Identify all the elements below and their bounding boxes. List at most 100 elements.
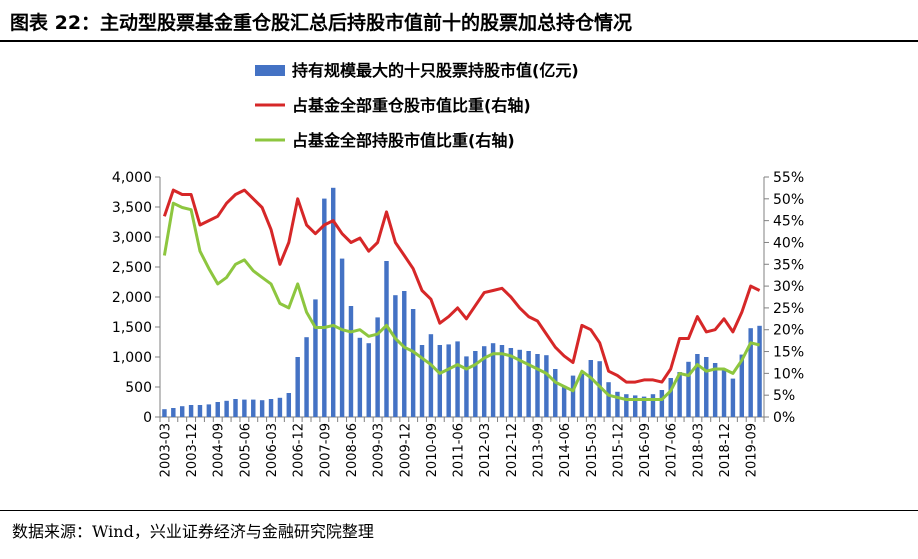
bar	[330, 187, 336, 417]
bar	[597, 361, 602, 417]
bar	[606, 382, 611, 417]
x-tick-label: 2008-06	[345, 423, 360, 477]
right-tick-label: 25%	[773, 301, 804, 317]
bar	[304, 337, 309, 417]
bar	[473, 351, 478, 417]
bar	[508, 348, 514, 417]
bar	[286, 393, 292, 417]
left-tick-label: 3,000	[112, 230, 152, 246]
left-tick-label: 3,500	[112, 200, 152, 216]
bar	[757, 325, 762, 417]
right-tick-label: 30%	[773, 279, 804, 295]
right-tick-label: 45%	[773, 214, 804, 230]
bar	[179, 406, 185, 417]
bar	[428, 334, 434, 417]
x-tick-label: 2006-03	[265, 423, 280, 477]
x-tick-label: 2013-09	[532, 423, 547, 477]
bar	[730, 378, 736, 417]
x-tick-label: 2019-09	[745, 423, 760, 477]
right-tick-label: 55%	[773, 170, 804, 186]
bar	[419, 345, 425, 417]
x-tick-label: 2015-12	[611, 423, 626, 477]
bar	[615, 391, 620, 417]
bar	[268, 399, 274, 417]
left-tick-label: 1,000	[112, 350, 152, 366]
bar	[197, 405, 203, 417]
legend-label-bars: 持有规模最大的十只股票持股市值(亿元)	[292, 61, 579, 80]
left-tick-label: 2,500	[112, 260, 152, 276]
footer-divider	[0, 510, 918, 511]
bar	[650, 394, 656, 417]
bar	[588, 360, 594, 417]
bar	[517, 349, 522, 417]
series-line-all-holdings	[162, 201, 760, 401]
x-tick-label: 2017-06	[665, 423, 680, 477]
bar	[206, 404, 212, 417]
bar	[375, 317, 380, 417]
bar	[446, 344, 451, 417]
legend: 持有规模最大的十只股票持股市值(亿元) 占基金全部重仓股市值比重(右轴) 占基金…	[255, 61, 579, 150]
plot-area: 0 500 1,000 1,500 2,000 2,500 3,000 3,500 4,000 0…	[112, 170, 804, 477]
bar	[215, 402, 220, 417]
x-tick-label: 2004-09	[212, 423, 227, 477]
bar	[704, 357, 709, 417]
right-tick-label: 50%	[773, 192, 804, 208]
left-tick-label: 0	[143, 410, 152, 426]
legend-label-heavy-line: 占基金全部重仓股市值比重(右轴)	[292, 96, 531, 115]
right-tick-label: 10%	[773, 366, 804, 382]
bar	[188, 405, 194, 417]
bar	[553, 369, 558, 417]
bar	[224, 400, 229, 417]
x-tick-label: 2009-12	[398, 423, 413, 477]
bar	[579, 373, 585, 417]
x-tick-label: 2006-12	[292, 423, 307, 477]
bar	[251, 399, 256, 417]
bar	[712, 363, 718, 417]
right-tick-label: 15%	[773, 345, 804, 361]
bar	[464, 356, 469, 417]
bar	[366, 343, 371, 417]
bar	[632, 395, 638, 417]
chart-title: 图表 22：主动型股票基金重仓股汇总后持股市值前十的股票加总持仓情况	[10, 12, 633, 34]
x-tick-label: 2012-03	[478, 423, 493, 477]
bar	[233, 399, 238, 417]
bar	[162, 409, 167, 417]
x-tick-label: 2005-06	[238, 423, 253, 477]
x-tick-label: 2015-03	[585, 423, 600, 477]
bar	[437, 345, 443, 417]
bar	[481, 346, 487, 417]
x-tick-label: 2018-12	[718, 423, 733, 477]
bar	[455, 341, 460, 417]
bar	[295, 357, 300, 417]
bar	[490, 343, 496, 417]
left-tick-label: 500	[125, 380, 152, 396]
bar	[544, 355, 549, 417]
bar	[641, 396, 647, 417]
bar	[499, 345, 505, 417]
x-tick-label: 2003-03	[158, 423, 173, 477]
bar	[402, 291, 407, 417]
bar	[384, 261, 389, 417]
bar	[561, 385, 567, 417]
x-tick-label: 2011-06	[452, 423, 467, 477]
right-tick-label: 35%	[773, 257, 804, 273]
left-tick-label: 2,000	[112, 290, 152, 306]
x-tick-label: 2007-09	[318, 423, 333, 477]
bar	[748, 328, 753, 417]
bar	[535, 354, 540, 417]
bar	[357, 337, 363, 417]
x-tick-label: 2016-09	[638, 423, 653, 477]
left-tick-label: 1,500	[112, 320, 152, 336]
bar	[410, 309, 416, 417]
bar	[322, 198, 327, 417]
bar	[259, 400, 265, 417]
right-tick-label: 5%	[773, 388, 795, 404]
legend-swatch-bars	[255, 65, 285, 76]
bar	[313, 299, 318, 417]
bar	[677, 372, 682, 417]
bar	[526, 351, 531, 417]
bar	[624, 394, 629, 417]
bar	[171, 408, 176, 417]
x-tick-label: 2003-12	[185, 423, 200, 477]
x-tick-label: 2018-03	[691, 423, 706, 477]
